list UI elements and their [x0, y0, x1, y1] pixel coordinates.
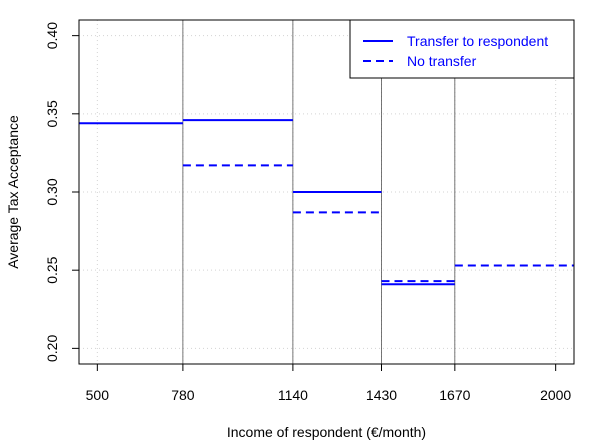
y-axis: 0.20 0.25 0.30 0.35 0.40 [44, 22, 79, 362]
y-axis-title: Average Tax Acceptance [5, 115, 21, 269]
y-tick-label: 0.25 [44, 256, 60, 283]
legend: Transfer to respondent No transfer [350, 20, 574, 78]
x-tick-label: 780 [171, 387, 195, 403]
legend-box [350, 20, 574, 78]
x-tick-label: 1430 [366, 387, 397, 403]
x-axis: 500 780 1140 1430 1670 2000 [86, 364, 572, 403]
y-tick-label: 0.40 [44, 22, 60, 49]
y-tick-label: 0.30 [44, 178, 60, 205]
x-tick-label: 1670 [439, 387, 470, 403]
x-tick-label: 500 [86, 387, 110, 403]
y-tick-label: 0.35 [44, 100, 60, 127]
x-axis-title: Income of respondent (€/month) [227, 424, 426, 440]
x-tick-label: 1140 [278, 387, 308, 403]
legend-label-no-transfer: No transfer [407, 53, 477, 69]
y-tick-label: 0.20 [44, 335, 60, 362]
legend-label-transfer: Transfer to respondent [407, 33, 548, 49]
x-tick-label: 2000 [540, 387, 571, 403]
series-lines [79, 120, 574, 284]
